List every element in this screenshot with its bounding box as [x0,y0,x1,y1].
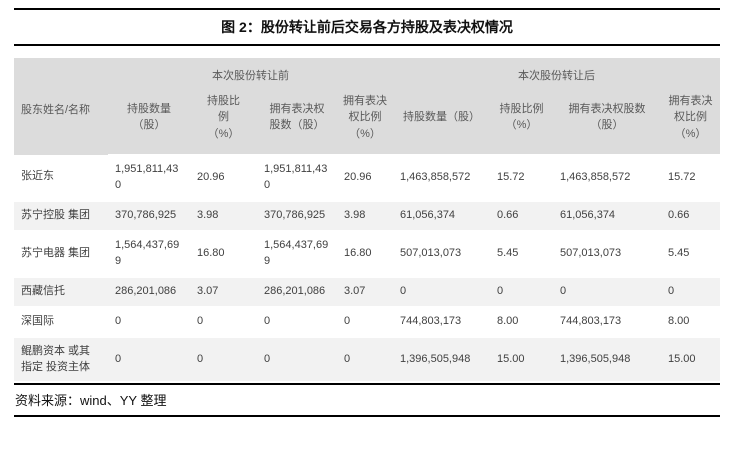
value-cell: 61,056,374 [553,200,661,232]
value-cell: 15.00 [661,336,720,384]
value-cell: 0 [190,306,257,338]
value-cell: 0 [108,336,190,384]
figure-title: 图 2：股份转让前后交易各方持股及表决权情况 [14,8,720,46]
col-header-ratio-after: 持股比例 （%） [490,86,553,156]
value-cell: 0 [393,276,490,308]
value-cell: 61,056,374 [393,200,490,232]
value-cell: 16.80 [190,230,257,278]
shareholder-name-cell: 苏宁电器 集团 [14,230,108,278]
col-header-ratio-before: 持股比 例 （%） [190,86,257,156]
table-row: 苏宁电器 集团 1,564,437,699 16.80 1,564,437,69… [14,230,720,278]
col-header-shares-after: 持股数量（股） [393,86,490,156]
value-cell: 8.00 [661,306,720,338]
col-header-shareholder: 股东姓名/名称 [14,58,108,155]
value-cell: 15.72 [490,155,553,202]
shareholder-name-cell: 鲲鹏资本 或其指定 投资主体 [14,336,108,384]
table-row: 鲲鹏资本 或其指定 投资主体 0 0 0 0 1,396,505,948 15.… [14,336,720,384]
value-cell: 1,463,858,572 [553,155,661,202]
value-cell: 3.07 [337,276,393,308]
col-group-after: 本次股份转让后 [393,58,720,87]
value-cell: 0 [661,276,720,308]
col-header-voting-shares-after: 拥有表决权股数 （股） [553,86,661,156]
col-header-voting-shares-before: 拥有表决权 股数（股） [257,86,337,156]
value-cell: 0.66 [661,200,720,232]
shareholding-table: 股东姓名/名称 本次股份转让前 本次股份转让后 持股数量 （股） 持股比 例 （… [14,58,720,384]
value-cell: 1,564,437,699 [108,230,190,278]
value-cell: 1,951,811,430 [108,155,190,202]
table-row: 西藏信托 286,201,086 3.07 286,201,086 3.07 0… [14,276,720,308]
value-cell: 0 [337,306,393,338]
value-cell: 0 [490,276,553,308]
value-cell: 0 [257,336,337,384]
value-cell: 0.66 [490,200,553,232]
value-cell: 370,786,925 [108,200,190,232]
table-row: 深国际 0 0 0 0 744,803,173 8.00 744,803,173… [14,306,720,338]
shareholder-name-cell: 苏宁控股 集团 [14,200,108,232]
table-row: 张近东 1,951,811,430 20.96 1,951,811,430 20… [14,155,720,202]
value-cell: 1,951,811,430 [257,155,337,202]
value-cell: 0 [257,306,337,338]
shareholder-name-cell: 深国际 [14,306,108,338]
source-note: 资料来源：wind、YY 整理 [14,383,720,418]
value-cell: 0 [108,306,190,338]
value-cell: 3.98 [337,200,393,232]
value-cell: 1,564,437,699 [257,230,337,278]
shareholder-name-cell: 张近东 [14,155,108,202]
value-cell: 286,201,086 [108,276,190,308]
header-group-row: 股东姓名/名称 本次股份转让前 本次股份转让后 [14,58,720,155]
value-cell: 1,396,505,948 [393,336,490,384]
value-cell: 5.45 [661,230,720,278]
value-cell: 507,013,073 [553,230,661,278]
shareholder-name-cell: 西藏信托 [14,276,108,308]
value-cell: 744,803,173 [393,306,490,338]
value-cell: 0 [337,336,393,384]
value-cell: 20.96 [337,155,393,202]
value-cell: 3.07 [190,276,257,308]
value-cell: 507,013,073 [393,230,490,278]
col-header-voting-ratio-after: 拥有表决 权比例 （%） [661,86,720,156]
value-cell: 1,396,505,948 [553,336,661,384]
value-cell: 15.00 [490,336,553,384]
value-cell: 3.98 [190,200,257,232]
col-header-voting-ratio-before: 拥有表决 权比例 （%） [337,86,393,156]
value-cell: 744,803,173 [553,306,661,338]
value-cell: 15.72 [661,155,720,202]
col-header-shares-before: 持股数量 （股） [108,86,190,156]
value-cell: 16.80 [337,230,393,278]
table-row: 苏宁控股 集团 370,786,925 3.98 370,786,925 3.9… [14,200,720,232]
value-cell: 370,786,925 [257,200,337,232]
value-cell: 8.00 [490,306,553,338]
value-cell: 5.45 [490,230,553,278]
header-sub-row: 持股数量 （股） 持股比 例 （%） 拥有表决权 股数（股） 拥有表决 权比例 … [14,86,720,156]
value-cell: 286,201,086 [257,276,337,308]
value-cell: 0 [190,336,257,384]
col-group-before: 本次股份转让前 [108,58,393,87]
value-cell: 0 [553,276,661,308]
value-cell: 1,463,858,572 [393,155,490,202]
value-cell: 20.96 [190,155,257,202]
